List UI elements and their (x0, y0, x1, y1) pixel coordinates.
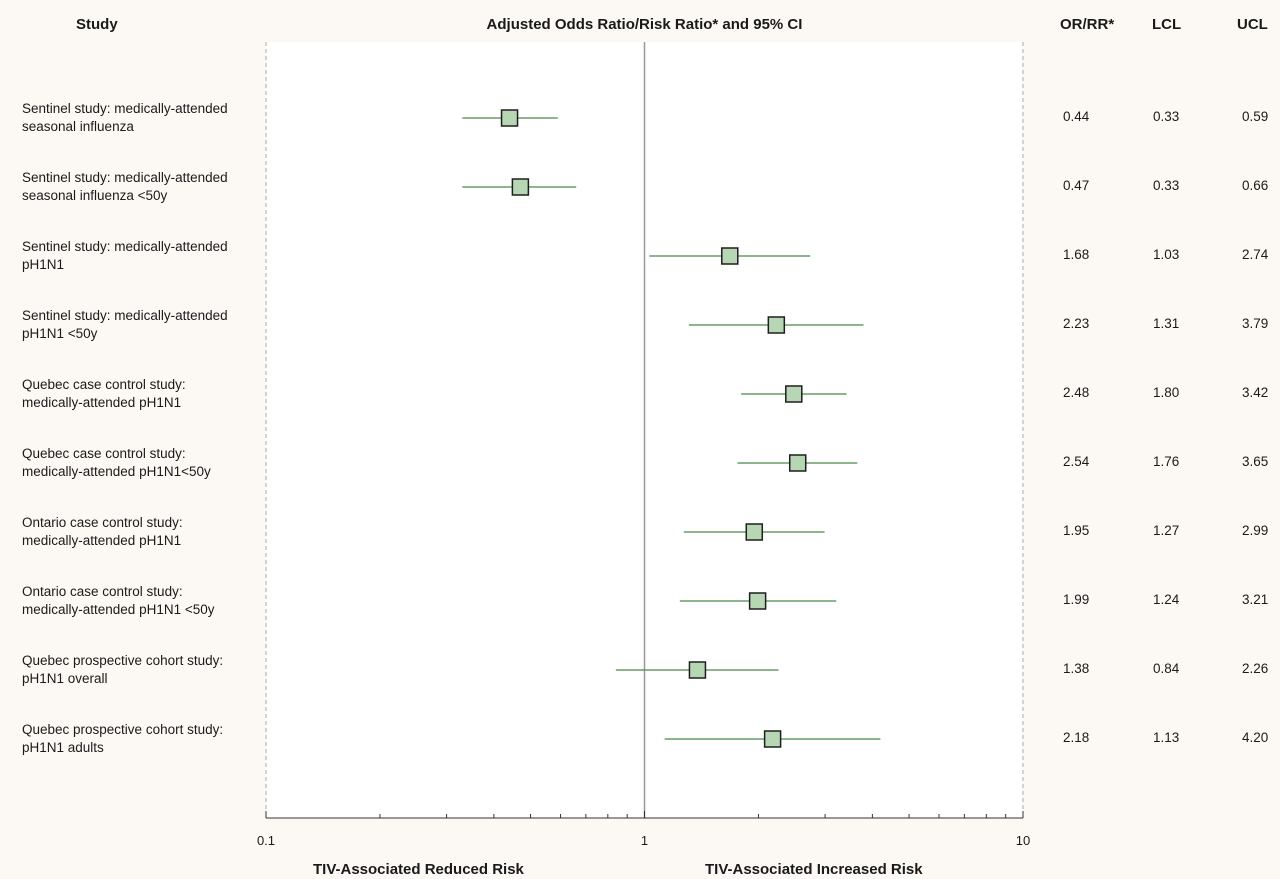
row-label: Quebec prospective cohort study: pH1N1 a… (22, 722, 224, 755)
or-value: 1.38 (1063, 661, 1090, 676)
point-estimate-marker (767, 316, 786, 334)
lcl-value: 1.80 (1153, 385, 1180, 400)
lcl-value: 1.31 (1153, 316, 1180, 331)
point-estimate-marker (688, 661, 707, 679)
ucl-value: 3.79 (1242, 316, 1269, 331)
or-value: 1.68 (1063, 247, 1090, 262)
x-tick-label: 0.1 (257, 833, 275, 848)
point-estimate-marker (763, 730, 782, 748)
header-ucl: UCL (1237, 16, 1268, 33)
ucl-value: 3.65 (1242, 454, 1269, 469)
lcl-value: 0.84 (1153, 661, 1180, 676)
header-or-rr: OR/RR* (1060, 16, 1115, 33)
lcl-value: 1.24 (1153, 592, 1180, 607)
point-estimate-marker (721, 247, 739, 265)
header-plot-title: Adjusted Odds Ratio/Risk Ratio* and 95% … (486, 16, 803, 33)
ucl-value: 2.74 (1242, 247, 1269, 262)
point-estimate-marker (511, 178, 530, 196)
point-estimate-marker (500, 109, 519, 127)
ucl-value: 3.21 (1242, 592, 1269, 607)
or-value: 0.47 (1063, 178, 1090, 193)
row-label: Sentinel study: medically-attended pH1N1 (22, 239, 228, 272)
ucl-value: 4.20 (1242, 730, 1269, 745)
ucl-value: 0.59 (1242, 109, 1269, 124)
point-estimate-marker (748, 592, 767, 610)
or-value: 2.48 (1063, 385, 1090, 400)
lcl-value: 1.03 (1153, 247, 1180, 262)
point-estimate-marker (745, 523, 764, 541)
point-estimate-marker (785, 385, 803, 403)
ucl-value: 2.99 (1242, 523, 1269, 538)
row-label: Sentinel study: medically-attended seaso… (22, 101, 228, 134)
or-value: 2.23 (1063, 316, 1090, 331)
header-lcl: LCL (1152, 16, 1182, 33)
or-value: 1.95 (1063, 523, 1090, 538)
row-label: Quebec case control study: medically-att… (22, 377, 186, 410)
or-value: 1.99 (1063, 592, 1090, 607)
lcl-value: 1.13 (1153, 730, 1180, 745)
reduced-risk-label: TIV-Associated Reduced Risk (313, 861, 524, 878)
lcl-value: 1.76 (1153, 454, 1180, 469)
row-label: Ontario case control study: medically-at… (22, 584, 215, 617)
or-value: 2.18 (1063, 730, 1090, 745)
or-value: 2.54 (1063, 454, 1090, 469)
ucl-value: 2.26 (1242, 661, 1269, 676)
row-label: Sentinel study: medically-attended seaso… (22, 170, 228, 203)
lcl-value: 0.33 (1153, 109, 1180, 124)
x-tick-label: 1 (641, 833, 648, 848)
row-label: Quebec prospective cohort study: pH1N1 o… (22, 653, 224, 686)
increased-risk-label: TIV-Associated Increased Risk (705, 861, 923, 878)
row-label: Sentinel study: medically-attended pH1N1… (22, 308, 228, 341)
ucl-value: 0.66 (1242, 178, 1269, 193)
row-label: Quebec case control study: medically-att… (22, 446, 211, 479)
header-study: Study (76, 16, 118, 33)
x-tick-label: 10 (1016, 833, 1030, 848)
lcl-value: 1.27 (1153, 523, 1180, 538)
lcl-value: 0.33 (1153, 178, 1180, 193)
point-estimate-marker (788, 454, 807, 472)
or-value: 0.44 (1063, 109, 1090, 124)
row-label: Ontario case control study: medically-at… (22, 515, 183, 548)
ucl-value: 3.42 (1242, 385, 1269, 400)
